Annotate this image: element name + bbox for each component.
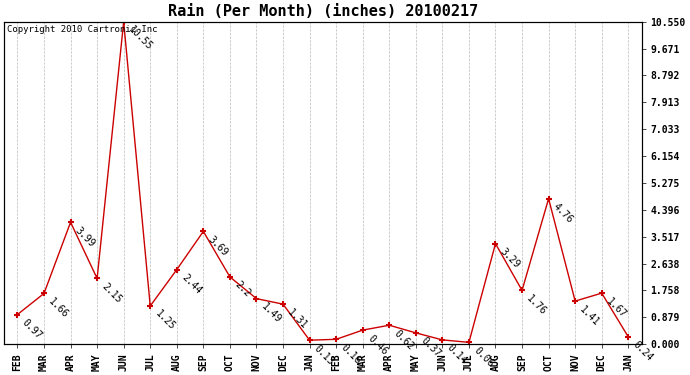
Text: 1.67: 1.67: [604, 296, 628, 320]
Text: 4.76: 4.76: [551, 201, 575, 225]
Text: 0.24: 0.24: [631, 340, 655, 363]
Text: 2.15: 2.15: [100, 281, 124, 305]
Text: 0.46: 0.46: [366, 333, 389, 357]
Text: 1.66: 1.66: [47, 296, 70, 320]
Text: 0.37: 0.37: [419, 336, 442, 359]
Text: 1.25: 1.25: [153, 309, 177, 333]
Text: 1.41: 1.41: [578, 304, 602, 327]
Text: 10.55: 10.55: [126, 24, 155, 52]
Text: 3.29: 3.29: [498, 246, 522, 270]
Text: 0.14: 0.14: [445, 343, 469, 366]
Text: 1.31: 1.31: [286, 307, 310, 331]
Text: 0.97: 0.97: [20, 317, 44, 341]
Title: Rain (Per Month) (inches) 20100217: Rain (Per Month) (inches) 20100217: [168, 4, 478, 19]
Text: 1.49: 1.49: [259, 302, 283, 325]
Text: 3.69: 3.69: [206, 234, 230, 258]
Text: 3.99: 3.99: [73, 225, 97, 249]
Text: 0.06: 0.06: [472, 345, 495, 369]
Text: 0.13: 0.13: [313, 343, 336, 367]
Text: 2.2: 2.2: [233, 280, 253, 299]
Text: 0.62: 0.62: [392, 328, 415, 352]
Text: 0.16: 0.16: [339, 342, 363, 366]
Text: Copyright 2010 Cartronic Inc: Copyright 2010 Cartronic Inc: [8, 25, 158, 34]
Text: 1.76: 1.76: [525, 293, 549, 317]
Text: 2.44: 2.44: [179, 272, 204, 296]
